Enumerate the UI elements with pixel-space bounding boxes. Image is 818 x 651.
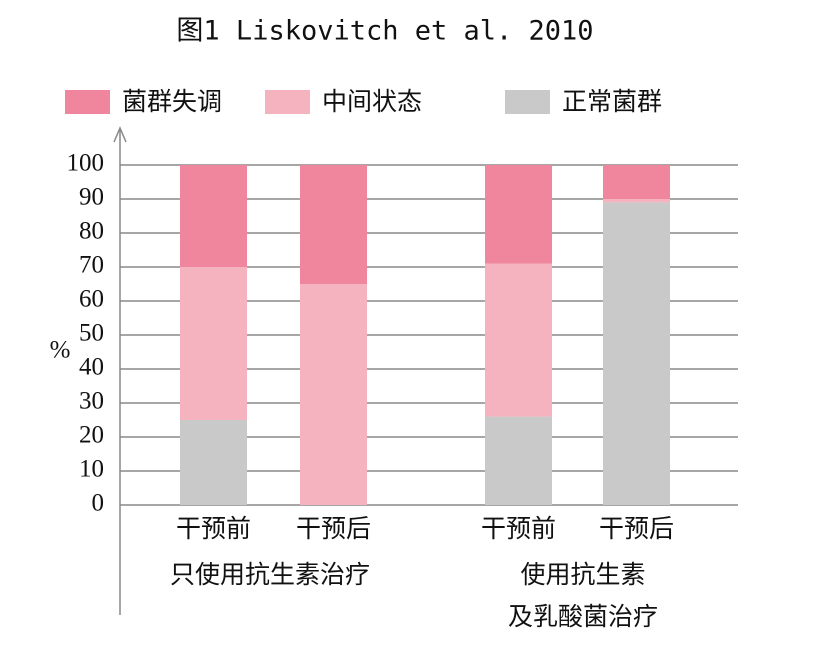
legend-swatch [265, 90, 310, 114]
bar-segment [485, 263, 552, 417]
bar-segment [485, 165, 552, 264]
group-label: 使用抗生素 [520, 560, 645, 589]
bar-segment [603, 199, 670, 203]
y-tick-label: 80 [79, 218, 104, 245]
legend-label: 中间状态 [322, 87, 422, 116]
bar-segment [300, 165, 367, 284]
legend-label: 菌群失调 [122, 87, 222, 116]
bar-segment [180, 165, 247, 267]
chart-title: 图1 Liskovitch et al. 2010 [176, 16, 593, 47]
group-label: 只使用抗生素治疗 [170, 560, 370, 589]
y-axis-label: % [50, 337, 71, 364]
bar-segment [300, 284, 367, 505]
y-tick-label: 70 [79, 252, 104, 279]
y-tick-label: 10 [79, 456, 104, 483]
bar-segment [603, 202, 670, 505]
bar-segment [180, 267, 247, 420]
legend-swatch [65, 90, 110, 114]
y-tick-label: 90 [79, 184, 104, 211]
y-axis-arrow [113, 126, 127, 143]
legend-label: 正常菌群 [562, 87, 662, 116]
bar-segment [603, 165, 670, 199]
bar-segment [180, 420, 247, 505]
group-label: 及乳酸菌治疗 [508, 602, 658, 631]
x-tick-label: 干预后 [296, 514, 371, 543]
legend-swatch [505, 90, 550, 114]
y-tick-label: 30 [79, 388, 104, 415]
y-tick-label: 40 [79, 354, 104, 381]
y-tick-label: 50 [79, 320, 104, 347]
x-tick-label: 干预前 [176, 514, 251, 543]
bar-segment [485, 416, 552, 505]
y-tick-label: 20 [79, 422, 104, 449]
x-tick-label: 干预前 [481, 514, 556, 543]
y-tick-label: 60 [79, 286, 104, 313]
y-tick-label: 0 [92, 490, 105, 517]
x-tick-label: 干预后 [599, 514, 674, 543]
y-tick-label: 100 [67, 150, 105, 177]
